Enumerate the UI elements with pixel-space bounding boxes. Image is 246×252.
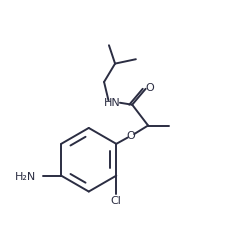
Text: O: O (146, 83, 154, 93)
Text: O: O (126, 131, 135, 140)
Text: Cl: Cl (111, 195, 122, 205)
Text: HN: HN (104, 98, 121, 108)
Text: H₂N: H₂N (15, 171, 36, 181)
